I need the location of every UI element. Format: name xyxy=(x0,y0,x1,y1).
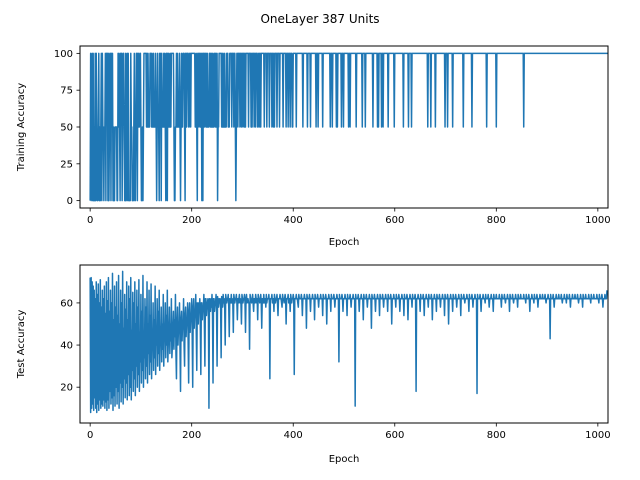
training-accuracy-x-tick-label: 200 xyxy=(182,215,201,226)
test-accuracy-axes-frame xyxy=(79,264,609,424)
test-accuracy-x-tick-label: 600 xyxy=(385,430,404,441)
training-accuracy-y-axis-label: Training Accuracy xyxy=(16,83,27,172)
training-accuracy-x-tick-label: 0 xyxy=(87,215,93,226)
training-accuracy-y-ticks: 0 25 50 75 100 xyxy=(54,49,80,207)
figure-title: OneLayer 387 Units xyxy=(260,12,379,26)
test-accuracy-y-axis-label: Test Accuracy xyxy=(16,310,27,380)
training-accuracy-x-tick-label: 800 xyxy=(487,215,506,226)
test-accuracy-x-tick-label: 800 xyxy=(487,430,506,441)
training-accuracy-series-line xyxy=(89,52,608,202)
training-accuracy-plot-area xyxy=(89,52,608,202)
test-accuracy-x-tick-label: 1000 xyxy=(585,430,610,441)
test-accuracy-x-tick-label: 400 xyxy=(284,430,303,441)
test-accuracy-x-tick-label: 200 xyxy=(182,430,201,441)
training-accuracy-y-tick-label: 100 xyxy=(54,49,73,60)
test-accuracy-panel: 0 200 400 600 800 1000 20 40 60 Epoch Test Accu… xyxy=(16,264,611,465)
test-accuracy-y-tick-label: 60 xyxy=(60,298,73,309)
training-accuracy-panel: 0 200 400 600 800 1000 0 25 50 75 100 Epoch Train… xyxy=(16,45,611,248)
training-accuracy-x-ticks: 0 200 400 600 800 1000 xyxy=(87,208,611,226)
training-accuracy-y-tick-label: 50 xyxy=(60,123,73,134)
training-accuracy-y-tick-label: 0 xyxy=(67,196,73,207)
training-accuracy-y-tick-label: 25 xyxy=(60,159,73,170)
training-accuracy-x-axis-label: Epoch xyxy=(329,237,360,248)
training-accuracy-x-tick-label: 600 xyxy=(385,215,404,226)
test-accuracy-y-tick-label: 40 xyxy=(60,341,73,352)
test-accuracy-x-ticks: 0 200 400 600 800 1000 xyxy=(87,423,611,441)
test-accuracy-x-axis-label: Epoch xyxy=(329,454,360,465)
training-accuracy-y-tick-label: 75 xyxy=(60,86,73,97)
test-accuracy-series-line xyxy=(89,270,608,414)
test-accuracy-x-tick-label: 0 xyxy=(87,430,93,441)
test-accuracy-y-ticks: 20 40 60 xyxy=(60,298,80,394)
training-accuracy-x-tick-label: 1000 xyxy=(585,215,610,226)
training-accuracy-x-tick-label: 400 xyxy=(284,215,303,226)
test-accuracy-plot-area xyxy=(89,270,608,414)
test-accuracy-y-tick-label: 20 xyxy=(60,383,73,394)
